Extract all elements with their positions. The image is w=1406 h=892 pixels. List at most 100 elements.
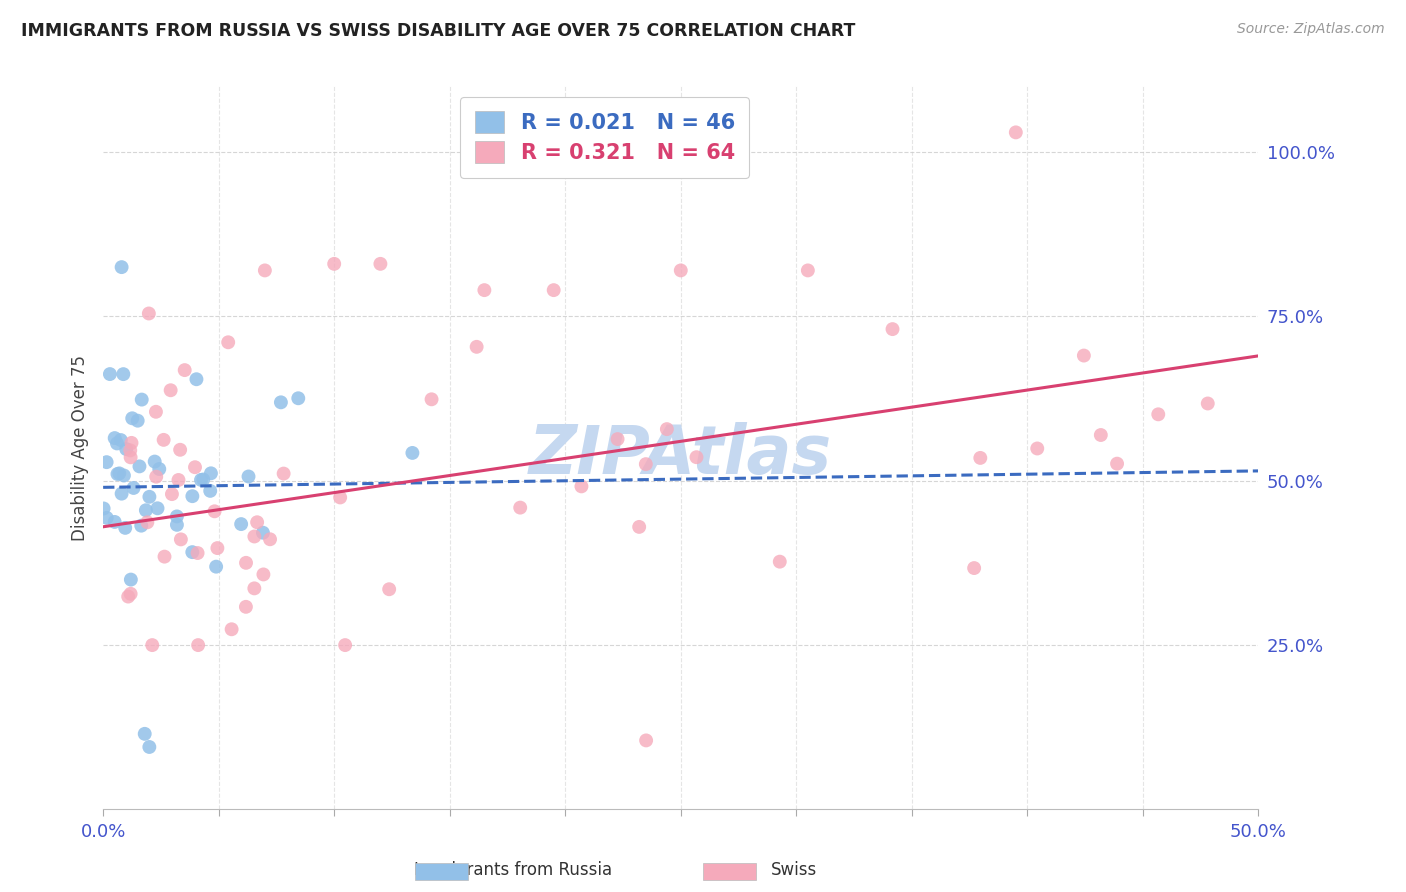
Point	[969, 450, 991, 465]
Point	[160, 487, 183, 501]
Point	[104, 431, 127, 445]
Point	[238, 469, 260, 483]
Point	[138, 490, 160, 504]
Point	[221, 622, 243, 636]
Point	[636, 733, 658, 747]
Point	[797, 263, 820, 277]
Point	[107, 467, 129, 481]
Point	[110, 486, 132, 500]
Point	[1004, 125, 1026, 139]
Point	[246, 515, 269, 529]
Point	[128, 459, 150, 474]
Point	[166, 509, 188, 524]
Point	[259, 533, 281, 547]
Point	[235, 599, 257, 614]
Point	[465, 340, 488, 354]
Point	[963, 561, 986, 575]
Legend: R = 0.021   N = 46, R = 0.321   N = 64: R = 0.021 N = 46, R = 0.321 N = 64	[460, 96, 749, 178]
Point	[173, 363, 195, 377]
Point	[122, 481, 145, 495]
Point	[120, 587, 142, 601]
Point	[159, 384, 181, 398]
Point	[634, 457, 657, 471]
Point	[148, 462, 170, 476]
Point	[207, 541, 229, 555]
Point	[143, 454, 166, 468]
Point	[474, 283, 496, 297]
Point	[628, 520, 651, 534]
Point	[378, 582, 401, 597]
Point	[204, 504, 226, 518]
Text: ZIPAtlas: ZIPAtlas	[529, 422, 832, 488]
Point	[115, 442, 138, 456]
Point	[146, 501, 169, 516]
Point	[112, 468, 135, 483]
Point	[181, 489, 204, 503]
Point	[769, 555, 792, 569]
Point	[273, 467, 295, 481]
Point	[121, 436, 143, 450]
Point	[1073, 349, 1095, 363]
Point	[110, 260, 132, 274]
Point	[141, 638, 163, 652]
Point	[200, 467, 222, 481]
Point	[669, 263, 692, 277]
Point	[193, 473, 215, 487]
Point	[121, 411, 143, 425]
Point	[134, 727, 156, 741]
Point	[108, 467, 131, 481]
Point	[685, 450, 707, 465]
Point	[153, 549, 176, 564]
Point	[243, 529, 266, 543]
Point	[184, 460, 207, 475]
Point	[1026, 442, 1049, 456]
Point	[1107, 457, 1129, 471]
Point	[509, 500, 531, 515]
Point	[329, 491, 352, 505]
Point	[323, 257, 346, 271]
Point	[105, 436, 128, 450]
Point	[606, 432, 628, 446]
Point	[655, 422, 678, 436]
Text: Immigrants from Russia: Immigrants from Russia	[415, 861, 612, 879]
Point	[145, 469, 167, 483]
Y-axis label: Disability Age Over 75: Disability Age Over 75	[72, 355, 89, 541]
Point	[145, 405, 167, 419]
Point	[114, 521, 136, 535]
Point	[131, 392, 153, 407]
Point	[571, 479, 593, 493]
Point	[120, 443, 142, 458]
Point	[110, 433, 132, 447]
Point	[243, 582, 266, 596]
Point	[104, 515, 127, 529]
Point	[270, 395, 292, 409]
Point	[370, 257, 392, 271]
Point	[1197, 396, 1219, 410]
Point	[253, 263, 276, 277]
Point	[96, 455, 118, 469]
Point	[1090, 428, 1112, 442]
Text: Swiss: Swiss	[772, 861, 817, 879]
Point	[170, 533, 193, 547]
Point	[217, 335, 239, 350]
Point	[186, 372, 208, 386]
Point	[252, 567, 274, 582]
Point	[96, 511, 118, 525]
Text: Source: ZipAtlas.com: Source: ZipAtlas.com	[1237, 22, 1385, 37]
Point	[187, 546, 209, 560]
Point	[187, 638, 209, 652]
Point	[136, 516, 159, 530]
Point	[200, 483, 222, 498]
Point	[333, 638, 356, 652]
Point	[231, 517, 253, 532]
Point	[401, 446, 423, 460]
Point	[98, 367, 121, 381]
Text: IMMIGRANTS FROM RUSSIA VS SWISS DISABILITY AGE OVER 75 CORRELATION CHART: IMMIGRANTS FROM RUSSIA VS SWISS DISABILI…	[21, 22, 855, 40]
Point	[166, 517, 188, 532]
Point	[420, 392, 443, 407]
Point	[882, 322, 904, 336]
Point	[138, 306, 160, 320]
Point	[120, 573, 142, 587]
Point	[252, 525, 274, 540]
Point	[127, 414, 149, 428]
